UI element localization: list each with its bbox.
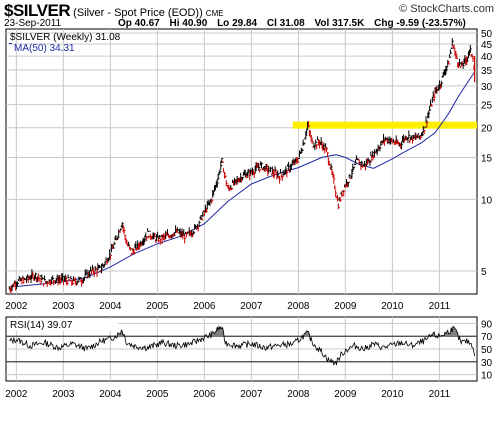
rsi-x-tick-label: 2002 (5, 389, 28, 400)
rsi-y-tick-label: 10 (481, 371, 493, 382)
rsi-x-tick-label: 2004 (99, 389, 122, 400)
price-y-tick-label: 10 (481, 195, 493, 206)
copyright-icon: © (399, 3, 408, 15)
rsi-y-tick-label: 30 (481, 358, 493, 369)
rsi-x-tick-label: 2008 (287, 389, 310, 400)
quote-date: 23-Sep-2011 (4, 18, 62, 29)
site-credit: © StockCharts.com (399, 3, 494, 15)
symbol-description: (Silver - Spot Price (EOD)) (73, 7, 203, 19)
price-x-tick-label: 2010 (381, 301, 404, 312)
ma50-line (16, 71, 476, 287)
rsi-x-tick-label: 2006 (193, 389, 216, 400)
rsi-legend-entry: RSI(14) 39.07 (10, 320, 73, 331)
exchange-label: CME (205, 9, 224, 18)
price-y-tick-label: 15 (481, 153, 493, 164)
rsi-legend-background (8, 319, 118, 331)
rsi-x-tick-label: 2007 (240, 389, 263, 400)
quote-high: Hi 40.90 (169, 18, 208, 29)
quote-low: Lo 29.84 (217, 18, 258, 29)
rsi-x-tick-label: 2005 (146, 389, 169, 400)
price-legend-entry: $SILVER (Weekly) 31.08 (10, 32, 121, 43)
price-y-tick-label: 45 (481, 40, 493, 51)
price-x-tick-label: 2006 (193, 301, 216, 312)
ma-legend-entry: MA(50) 34.31 (14, 43, 75, 54)
rsi-y-tick-label: 50 (481, 345, 493, 356)
site-name: StockCharts.com (410, 3, 494, 15)
rsi-y-tick-label: 70 (481, 332, 493, 343)
price-y-tick-label: 35 (481, 66, 493, 77)
chart-title: $SILVER (Silver - Spot Price (EOD)) CME (4, 1, 224, 21)
price-y-tick-label: 40 (481, 52, 493, 63)
rsi-y-tick-label: 90 (481, 319, 493, 330)
price-x-tick-label: 2004 (99, 301, 122, 312)
price-bars (8, 38, 476, 293)
price-y-tick-label: 25 (481, 101, 493, 112)
price-y-tick-label: 20 (481, 124, 493, 135)
price-x-tick-label: 2003 (52, 301, 75, 312)
price-y-tick-label: 50 (481, 29, 493, 40)
price-y-tick-label: 5 (481, 267, 487, 278)
resistance-highlight (292, 121, 477, 129)
price-x-tick-label: 2011 (429, 301, 451, 312)
quote-open: Op 40.67 (118, 18, 160, 29)
price-y-tick-label: 30 (481, 82, 493, 93)
rsi-x-tick-label: 2009 (334, 389, 357, 400)
price-x-tick-label: 2005 (146, 301, 169, 312)
price-x-tick-label: 2008 (287, 301, 310, 312)
price-x-tick-label: 2009 (334, 301, 357, 312)
price-x-tick-label: 2002 (5, 301, 28, 312)
rsi-line (9, 325, 475, 366)
quote-close: Cl 31.08 (266, 18, 305, 29)
ma-legend-swatch (9, 43, 12, 44)
price-panel (5, 28, 478, 295)
symbol: $SILVER (4, 1, 71, 20)
rsi-x-tick-label: 2003 (52, 389, 75, 400)
quote-change: Chg -9.59 (-23.57%) (374, 18, 466, 29)
rsi-x-tick-label: 2010 (381, 389, 404, 400)
rsi-x-tick-label: 2011 (429, 389, 451, 400)
quote-volume: Vol 317.5K (314, 18, 365, 29)
quote-line: Op 40.67 Hi 40.90 Lo 29.84 Cl 31.08 Vol … (118, 18, 473, 29)
price-x-tick-label: 2007 (240, 301, 263, 312)
